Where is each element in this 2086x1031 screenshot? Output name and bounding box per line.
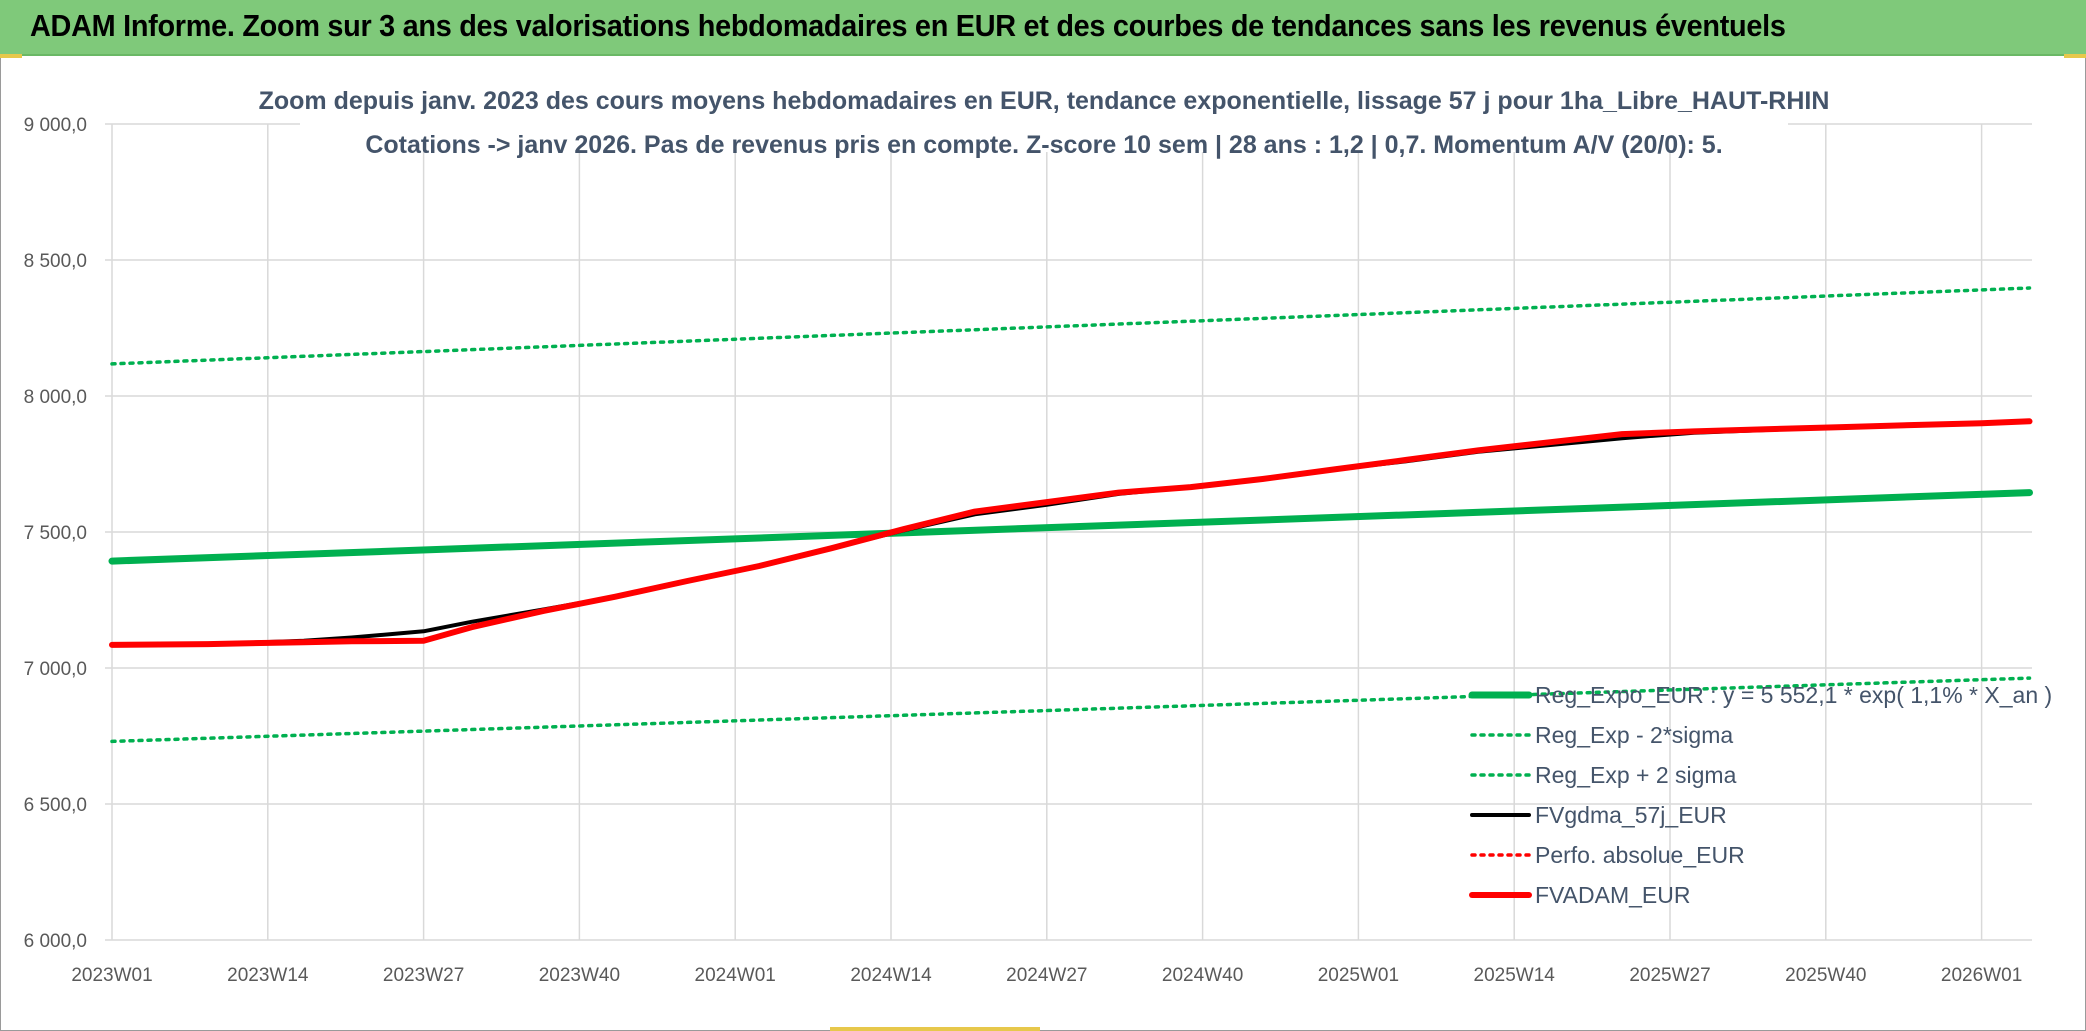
legend-label: Perfo. absolue_EUR <box>1535 842 1745 868</box>
x-tick-label: 2023W40 <box>539 965 620 986</box>
y-tick-label: 8 500,0 <box>24 251 87 272</box>
chart-legend: Reg_Expo_EUR : y = 5 552,1 * exp( 1,1% *… <box>1468 682 2052 908</box>
x-tick-label: 2025W01 <box>1318 965 1399 986</box>
chart-title-line1: Zoom depuis janv. 2023 des cours moyens … <box>259 87 1830 115</box>
x-tick-label: 2025W40 <box>1785 965 1866 986</box>
chart-title-background <box>300 80 1788 152</box>
x-tick-label: 2024W27 <box>1006 965 1087 986</box>
y-tick-label: 6 500,0 <box>24 795 87 816</box>
x-tick-label: 2024W14 <box>850 965 932 986</box>
series-line-1 <box>108 489 2033 565</box>
chart-series <box>108 286 2033 744</box>
x-tick-label: 2023W01 <box>71 965 152 986</box>
legend-label: Reg_Exp - 2*sigma <box>1535 722 1733 748</box>
y-axis: 9 000,0 8 500,0 8 000,0 7 500,0 7 000,0 6 500… <box>24 115 87 952</box>
series-line-6 <box>109 418 2033 648</box>
x-tick-label: 2024W01 <box>695 965 776 986</box>
y-tick-label: 9 000,0 <box>24 115 87 136</box>
x-tick-label: 2023W27 <box>383 965 464 986</box>
accent-bar-right <box>2064 54 2086 58</box>
legend-label: Reg_Exp + 2 sigma <box>1535 762 1737 788</box>
accent-bar-bottom <box>830 1027 1040 1031</box>
series-line-4 <box>110 419 2032 647</box>
report-banner: ADAM Informe. Zoom sur 3 ans des valoris… <box>0 0 2086 56</box>
legend-label: FVADAM_EUR <box>1535 882 1691 908</box>
banner-title: ADAM Informe. Zoom sur 3 ans des valoris… <box>30 8 1786 43</box>
legend-label: Reg_Expo_EUR : y = 5 552,1 * exp( 1,1% *… <box>1535 682 2052 708</box>
y-tick-label: 7 500,0 <box>24 523 87 544</box>
x-tick-label: 2025W27 <box>1629 965 1710 986</box>
x-tick-label: 2026W01 <box>1941 965 2022 986</box>
chart-grid <box>105 123 2032 941</box>
accent-bar-left <box>0 54 22 58</box>
y-tick-label: 6 000,0 <box>24 931 87 952</box>
x-axis: 2023W01 2023W14 2023W27 2023W40 2024W01 2024W… <box>71 965 2022 986</box>
x-tick-label: 2025W14 <box>1474 965 1556 986</box>
x-tick-label: 2024W40 <box>1162 965 1243 986</box>
legend-label: FVgdma_57j_EUR <box>1535 802 1727 828</box>
y-tick-label: 8 000,0 <box>24 387 87 408</box>
series-line-3 <box>110 286 2032 366</box>
x-tick-label: 2023W14 <box>227 965 309 986</box>
chart-title-line2: Cotations -> janv 2026. Pas de revenus p… <box>365 131 1722 159</box>
y-tick-label: 7 000,0 <box>24 659 87 680</box>
